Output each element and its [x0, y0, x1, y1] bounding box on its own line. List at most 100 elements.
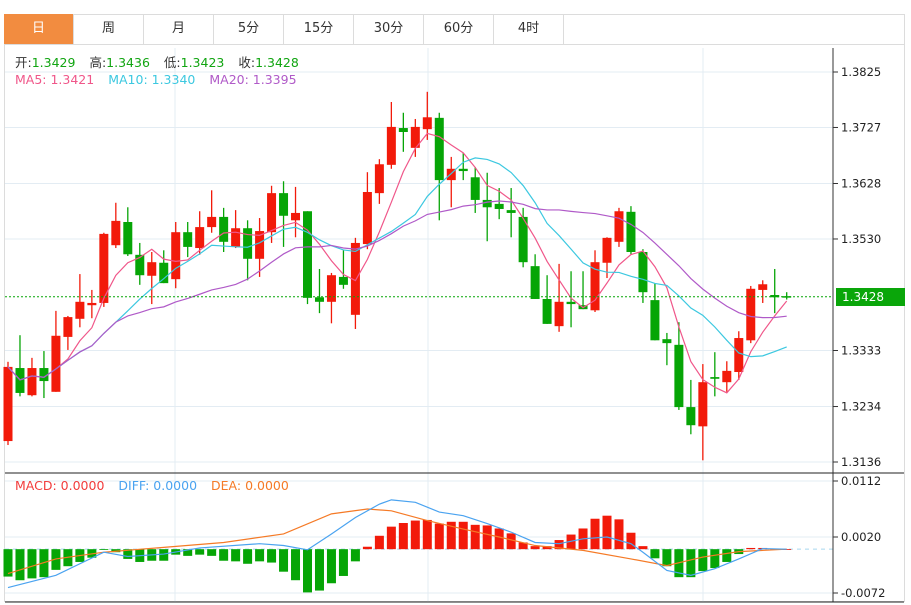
current-price-label: 1.3428	[836, 288, 905, 306]
candle	[219, 207, 229, 252]
candle	[398, 112, 408, 152]
candle	[446, 156, 456, 208]
macd-bar	[99, 549, 109, 550]
candle	[590, 250, 600, 312]
diff-line	[7, 499, 787, 589]
candle	[171, 222, 181, 289]
tab-4hour[interactable]: 4时	[494, 14, 564, 44]
candle-body	[398, 128, 408, 132]
macd-bar	[494, 528, 504, 550]
macd-bar	[374, 535, 384, 550]
candle	[410, 118, 420, 157]
candle-body	[626, 211, 636, 252]
tab-60min[interactable]: 60分	[424, 14, 494, 44]
ma-legend: MA5: 1.3421 MA10: 1.3340 MA20: 1.3395	[15, 72, 307, 87]
macd-bar	[398, 523, 408, 550]
candle	[482, 172, 492, 242]
candle	[686, 379, 696, 435]
tab-5min[interactable]: 5分	[214, 14, 284, 44]
candle-body	[231, 228, 241, 247]
candle	[602, 237, 612, 279]
candle	[231, 210, 241, 249]
tab-day[interactable]: 日	[4, 14, 74, 44]
ma20-legend: MA20: 1.3395	[209, 72, 297, 87]
candle	[782, 292, 792, 300]
candle-body	[686, 407, 696, 426]
candle-body	[39, 368, 49, 382]
candle-body	[183, 232, 193, 247]
candle-body	[27, 368, 37, 396]
macd-bar	[554, 540, 564, 550]
macd-bar	[422, 519, 432, 550]
candle	[650, 283, 660, 341]
candle	[183, 222, 193, 258]
macd-bar	[506, 533, 516, 550]
candle-body	[338, 276, 348, 285]
macd-tick-label: 0.0020	[841, 530, 881, 544]
candle	[566, 271, 576, 328]
candle-body	[482, 199, 492, 208]
candle-body	[722, 370, 732, 383]
candle	[147, 252, 157, 305]
tab-30min[interactable]: 30分	[354, 14, 424, 44]
candle	[326, 272, 336, 324]
candle-body	[494, 203, 504, 209]
candle	[518, 207, 528, 268]
macd-bar	[291, 549, 301, 581]
candle-body	[650, 300, 660, 341]
macd-bar	[219, 549, 229, 561]
candle-body	[303, 211, 312, 298]
candle-body	[758, 284, 768, 290]
candle-body	[171, 232, 181, 280]
diff-value: DIFF: 0.0000	[118, 478, 198, 493]
macd-bar	[207, 549, 217, 556]
tab-week[interactable]: 周	[74, 14, 144, 44]
candle-body	[506, 210, 516, 213]
candle-body	[734, 338, 744, 372]
macd-bar	[458, 521, 468, 550]
macd-bar	[410, 520, 420, 550]
candle-body	[63, 317, 73, 337]
candle	[243, 220, 253, 281]
candle-body	[267, 193, 277, 233]
candle-body	[362, 192, 372, 245]
open-label: 开:	[15, 55, 32, 70]
macd-bar	[590, 518, 600, 550]
candle	[135, 242, 145, 285]
ma20-line	[7, 200, 787, 381]
candle-body	[123, 222, 133, 255]
candle	[434, 112, 444, 221]
candle	[578, 271, 588, 310]
price-tick-label: 1.3727	[841, 120, 881, 134]
macd-pane	[3, 499, 833, 593]
candle-body	[279, 193, 289, 216]
macd-bar	[614, 519, 624, 550]
candle	[195, 211, 205, 255]
candle	[614, 207, 624, 247]
macd-legend: MACD: 0.0000 DIFF: 0.0000 DEA: 0.0000	[15, 478, 299, 493]
macd-bar	[446, 521, 456, 550]
macd-bar	[722, 549, 732, 562]
candle	[554, 263, 564, 332]
candle	[530, 254, 540, 299]
candle	[3, 361, 13, 446]
macd-bar	[746, 547, 756, 550]
ma5-line	[7, 132, 788, 394]
candle-body	[195, 227, 205, 249]
candle	[99, 232, 109, 307]
price-tick-label: 1.3136	[841, 455, 881, 469]
tab-month[interactable]: 月	[144, 14, 214, 44]
candle	[734, 331, 744, 380]
candle	[770, 268, 780, 314]
candle	[267, 185, 277, 243]
candle	[458, 152, 468, 181]
candle	[207, 190, 217, 233]
candle	[39, 351, 49, 399]
candle-body	[446, 168, 456, 181]
candle-body	[542, 298, 552, 324]
candle-body	[770, 295, 780, 298]
candle-body	[135, 254, 145, 276]
low-value: 1.3423	[180, 55, 225, 70]
tab-15min[interactable]: 15分	[284, 14, 354, 44]
